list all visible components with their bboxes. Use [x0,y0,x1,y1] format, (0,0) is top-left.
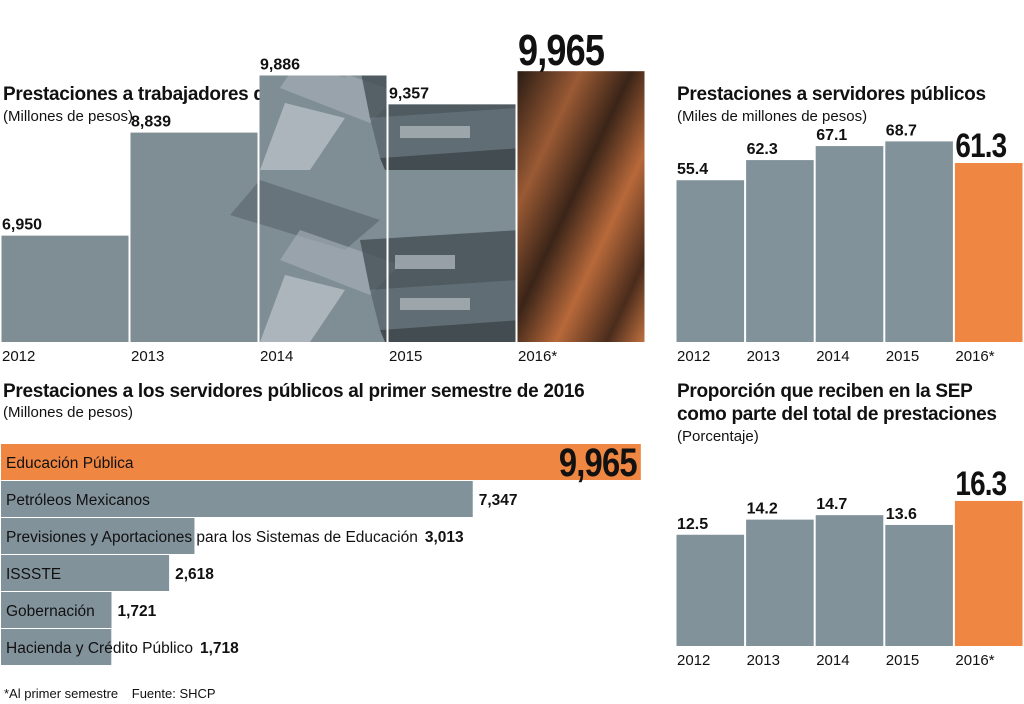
chart4-bar-2 [815,515,884,646]
chart3-category-0: Educación Pública [6,455,134,472]
chart2-bar-3 [885,141,953,342]
chart3-value-label-2: 3,013 [425,529,464,546]
chart2-bar-1 [746,160,814,342]
chart2-bar-0 [676,180,745,342]
chart1-tick-3: 2015 [389,348,422,365]
chart3-category-3: ISSSTE [6,566,61,583]
chart1-value-label-0: 6,950 [2,217,42,234]
chart2-bar-4 [954,163,1023,342]
chart1-bar-4 [517,71,645,342]
chart3-category-4: Gobernación [6,603,95,620]
chart3-value-label-4: 1,721 [118,603,157,620]
chart2-subtitle: (Miles de millones de pesos) [677,108,868,125]
chart4-subtitle: (Porcentaje) [677,428,759,445]
chart1-tick-0: 2012 [2,348,35,365]
chart3-bars: Educación Pública 9,965 Petróleos Mexicano… [1,440,641,665]
chart2-value-label-1: 62.3 [747,141,778,158]
chart1-tick-4: 2016* [518,348,557,365]
chart1-value-label-3: 9,357 [389,85,429,102]
chart4-bar-4 [954,500,1023,646]
chart2-title: Prestaciones a servidores públicos [677,84,986,105]
chart3-title: Prestaciones a los servidores públicos a… [3,381,585,402]
chart4-value-label-1: 14.2 [747,501,778,518]
footnote-note: *Al primer semestre [4,686,119,701]
chart2-value-label-0: 55.4 [677,161,708,178]
chart3-bar-1 [1,481,473,517]
chart3-bar-0 [1,444,641,480]
chart1-bar-1 [130,132,258,342]
chart2-tick-2: 2014 [816,348,849,365]
chart2-value-label-3: 68.7 [886,122,917,139]
chart3-value-label-3: 2,618 [175,566,214,583]
chart4-value-label-2: 14.7 [816,496,847,513]
chart1-tick-1: 2013 [131,348,164,365]
footnote: *Al primer semestre Fuente: SHCP [4,686,226,701]
chart2-value-label-4: 61.3 [955,126,1007,164]
chart1-title: Prestaciones a trabajadores de la SEP [3,84,338,105]
chart4-bars: 12.5 2012 14.2 2013 14.7 2014 13.6 2015 16.3 2016… [676,464,1023,669]
chart3-category-2: Previsiones y Aportaciones para los Sist… [6,529,418,546]
chart1-value-label-4: 9,965 [518,26,605,75]
chart2-bars: 55.4 2012 62.3 2013 67.1 2014 68.7 2015 61.3 2016… [676,122,1023,365]
chart2-tick-3: 2015 [886,348,919,365]
chart2-value-label-2: 67.1 [816,127,847,144]
chart3-value-label-5: 1,718 [200,640,239,657]
chart4-bar-3 [885,524,953,646]
chart4-title-line1: Proporción que reciben en la SEP [677,381,973,402]
chart4-value-label-0: 12.5 [677,516,708,533]
chart4-bar-0 [676,534,745,646]
chart4-bar-1 [746,519,814,646]
chart1-bar-2 [259,75,387,342]
chart1-subtitle: (Millones de pesos) [3,108,134,125]
chart4-value-label-3: 13.6 [886,506,917,523]
chart3-bar-3 [1,555,170,591]
chart4-value-label-4: 16.3 [955,464,1007,502]
chart4-tick-4: 2016* [955,652,994,669]
chart4-tick-0: 2012 [677,652,710,669]
footnote-source: Fuente: SHCP [131,686,216,701]
chart4-title-line2: como parte del total de prestaciones [677,404,997,425]
chart1-bar-3 [388,104,516,342]
chart3-bar-5 [1,629,112,665]
chart2-tick-4: 2016* [955,348,994,365]
chart2-bar-2 [815,146,884,342]
chart3-value-label-0: 9,965 [559,440,637,485]
chart3-bar-4 [1,592,112,628]
chart3-category-5: Hacienda y Crédito Público [6,640,193,657]
chart1-bars: 6,950 2012 8,839 2013 9,886 2014 9,357 2015 9,96… [1,26,645,365]
chart4-tick-1: 2013 [747,652,780,669]
chart2-tick-0: 2012 [677,348,710,365]
chart2-tick-1: 2013 [747,348,780,365]
chart3-value-label-1: 7,347 [479,492,518,509]
chart3-subtitle: (Millones de pesos) [3,404,134,421]
chart4-tick-2: 2014 [816,652,849,669]
chart1-value-label-2: 9,886 [260,56,300,73]
chart3-bar-2 [1,518,195,554]
chart1-tick-2: 2014 [260,348,293,365]
chart1-bar-0 [1,235,129,342]
chart3-category-1: Petróleos Mexicanos [6,492,150,509]
chart1-value-label-1: 8,839 [131,114,171,131]
chart4-tick-3: 2015 [886,652,919,669]
